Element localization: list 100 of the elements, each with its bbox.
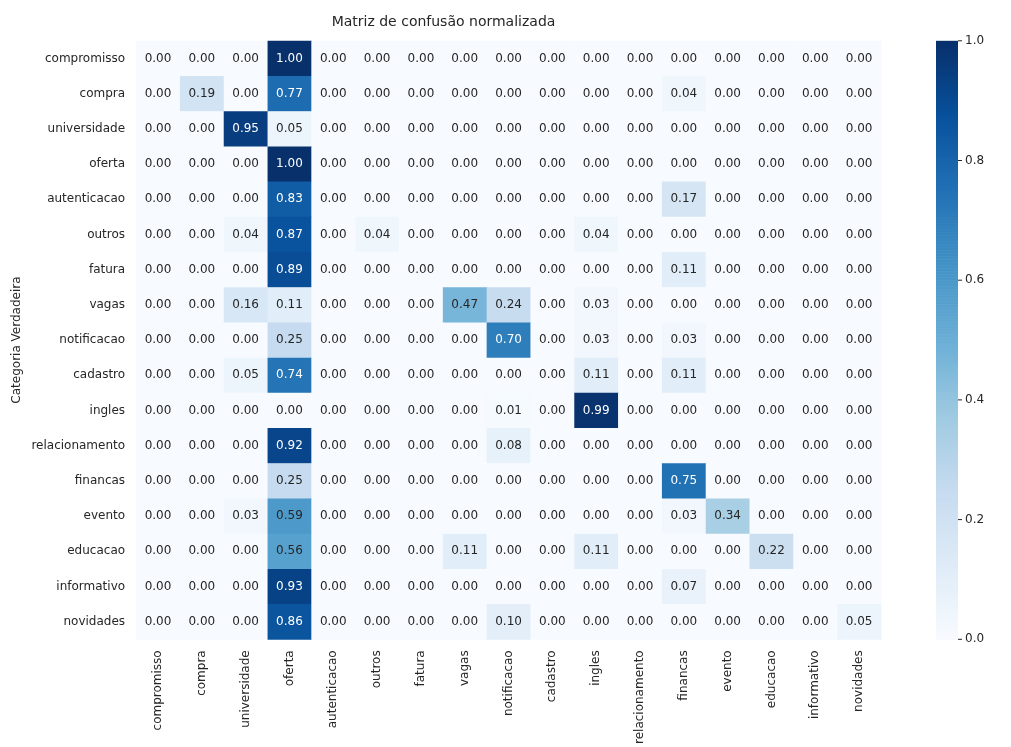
data-label: 0.00 <box>626 120 654 135</box>
data-label: 0.00 <box>582 508 610 523</box>
data-label: 0.03 <box>670 332 698 347</box>
data-label: 0.00 <box>845 473 873 487</box>
data-label: 0.00 <box>714 402 741 417</box>
data-label: 0.00 <box>714 50 741 65</box>
data-label: 0.00 <box>845 296 873 311</box>
data-label: 0.00 <box>539 613 566 628</box>
data-label: 0.00 <box>582 50 610 65</box>
data-label: 0.00 <box>495 226 522 241</box>
data-label: 0.83 <box>276 191 303 206</box>
data-label: 0.00 <box>407 85 435 100</box>
data-label: 0.00 <box>188 226 216 241</box>
data-label: 0.11 <box>276 296 303 311</box>
data-label: 0.00 <box>188 543 216 558</box>
data-label: 0.00 <box>626 296 654 311</box>
y-tick-label: outros <box>87 226 126 241</box>
data-label: 0.00 <box>801 578 829 593</box>
data-label: 0.00 <box>845 156 873 171</box>
data-label: 0.00 <box>407 437 435 452</box>
data-label: 0.00 <box>845 437 873 452</box>
data-label: 0.00 <box>363 191 391 206</box>
data-label: 0.00 <box>626 473 654 487</box>
data-label: 0.00 <box>495 191 522 206</box>
data-label: 0.00 <box>539 508 566 523</box>
data-label: 0.00 <box>363 367 391 382</box>
x-tick-label: informativo <box>807 650 822 720</box>
data-label: 0.00 <box>801 473 829 487</box>
data-label: 0.00 <box>626 261 654 276</box>
data-label: 0.00 <box>144 367 172 382</box>
data-label: 0.00 <box>451 261 479 276</box>
data-label: 0.00 <box>232 543 259 558</box>
data-label: 0.00 <box>495 508 522 523</box>
data-label: 0.04 <box>363 226 391 241</box>
data-label: 0.00 <box>539 261 566 276</box>
data-label: 0.00 <box>845 50 873 65</box>
y-tick-label: autenticacao <box>47 191 126 206</box>
data-label: 0.19 <box>188 85 216 100</box>
data-label: 0.00 <box>407 226 435 241</box>
data-label: 0.10 <box>495 613 522 628</box>
data-label: 0.00 <box>670 402 698 417</box>
data-label: 0.59 <box>276 508 303 523</box>
data-label: 0.00 <box>626 367 654 382</box>
x-tick-label: evento <box>719 650 734 692</box>
y-tick-label: vagas <box>89 296 126 311</box>
data-label: 0.00 <box>188 120 216 135</box>
x-tick-label: novidades <box>851 650 866 712</box>
data-label: 0.00 <box>626 50 654 65</box>
data-label: 0.00 <box>758 332 785 347</box>
data-label: 0.00 <box>495 261 522 276</box>
data-label: 0.87 <box>276 226 303 241</box>
data-label: 0.86 <box>276 613 303 628</box>
data-label: 0.00 <box>801 508 829 523</box>
x-tick-label: educacao <box>763 650 778 709</box>
data-label: 0.08 <box>495 437 522 452</box>
data-label: 0.00 <box>670 120 698 135</box>
data-label: 0.00 <box>758 578 785 593</box>
data-label: 0.00 <box>363 543 391 558</box>
data-label: 0.00 <box>451 120 479 135</box>
x-tick-label: ingles <box>588 650 603 686</box>
data-label: 0.00 <box>363 156 391 171</box>
data-label: 0.00 <box>845 508 873 523</box>
data-label: 0.00 <box>582 437 610 452</box>
data-label: 0.00 <box>407 543 435 558</box>
data-label: 0.00 <box>495 473 522 487</box>
data-label: 0.00 <box>845 402 873 417</box>
data-label: 0.47 <box>451 296 479 311</box>
data-label: 0.00 <box>363 296 391 311</box>
data-label: 0.00 <box>144 578 172 593</box>
data-label: 0.00 <box>363 85 391 100</box>
data-label: 0.00 <box>144 473 172 487</box>
data-label: 0.00 <box>801 332 829 347</box>
data-label: 0.00 <box>495 367 522 382</box>
data-label: 0.00 <box>714 473 741 487</box>
data-label: 0.00 <box>144 613 172 628</box>
data-label: 0.00 <box>714 437 741 452</box>
data-label: 0.00 <box>670 226 698 241</box>
data-label: 0.00 <box>801 402 829 417</box>
data-label: 0.00 <box>758 50 785 65</box>
data-label: 0.00 <box>188 613 216 628</box>
data-label: 0.22 <box>758 543 785 558</box>
data-label: 0.00 <box>319 473 347 487</box>
data-label: 0.00 <box>801 50 829 65</box>
data-label: 0.00 <box>758 367 785 382</box>
data-label: 0.00 <box>582 613 610 628</box>
data-label: 0.00 <box>232 261 259 276</box>
data-label: 0.00 <box>801 367 829 382</box>
data-label: 0.00 <box>407 578 435 593</box>
data-label: 0.00 <box>144 226 172 241</box>
data-label: 0.00 <box>363 437 391 452</box>
color-bar-label: 0.4 <box>965 392 985 407</box>
data-label: 0.03 <box>670 508 698 523</box>
color-bar-label: 0.6 <box>965 272 985 287</box>
data-label: 0.16 <box>232 296 259 311</box>
y-tick-label: oferta <box>89 156 126 171</box>
data-label: 0.25 <box>276 473 303 487</box>
data-label: 0.00 <box>363 332 391 347</box>
data-label: 0.00 <box>714 296 741 311</box>
data-label: 0.00 <box>714 261 741 276</box>
y-tick-label: cadastro <box>73 367 126 382</box>
